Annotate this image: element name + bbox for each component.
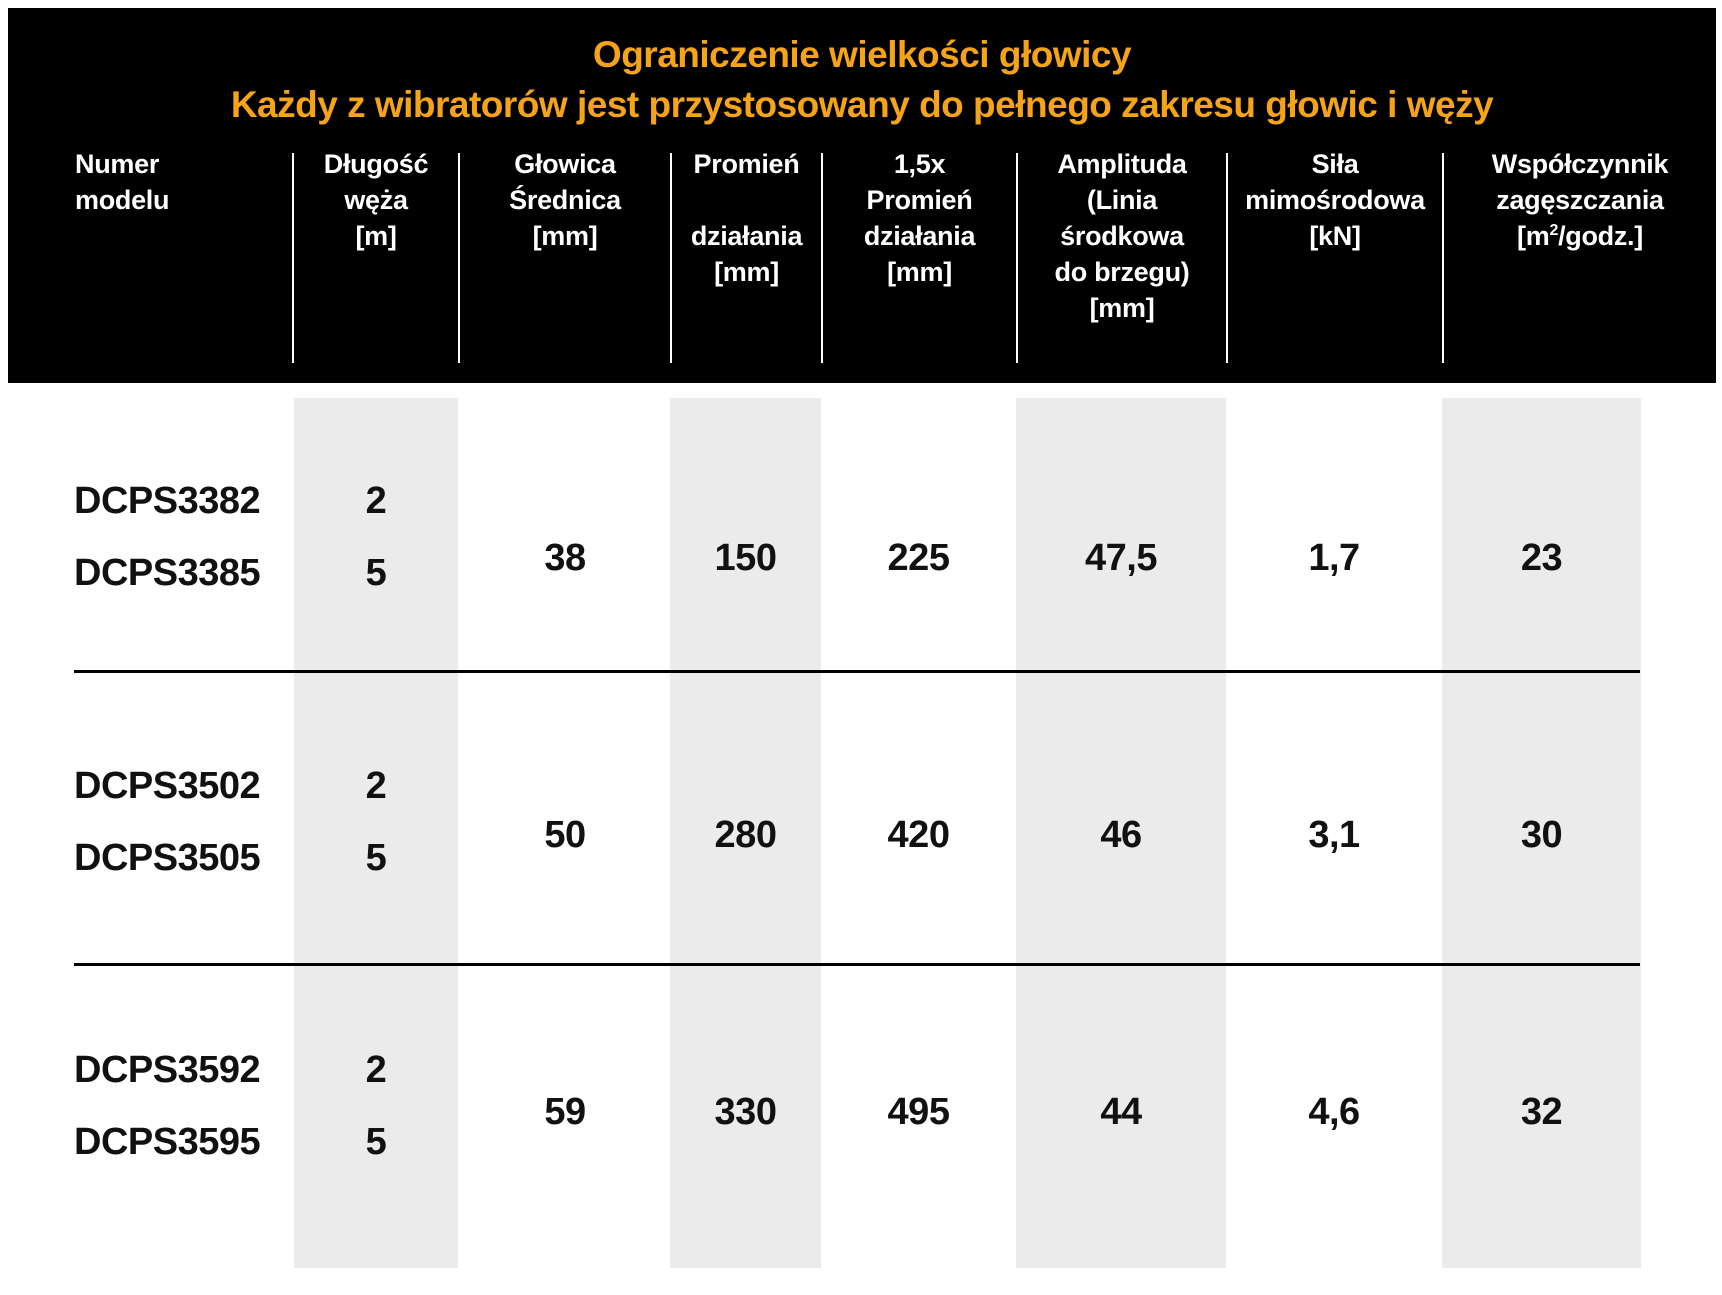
row-separator bbox=[74, 670, 1640, 673]
col-header-hose-length: Długość węża [m] bbox=[323, 149, 429, 251]
model-cell: DCPS3385 bbox=[74, 552, 261, 594]
amplitude-cell: 46 bbox=[1100, 814, 1142, 856]
radius-1-5x-cell: 495 bbox=[887, 1091, 950, 1133]
title-line-2: Każdy z wibratorów jest przystosowany do… bbox=[230, 84, 1494, 125]
table-title: Ograniczenie wielkości głowicy Każdy z w… bbox=[8, 30, 1716, 130]
col-header-force: Siła mimośrodowa [kN] bbox=[1245, 149, 1425, 251]
column-shade bbox=[1442, 398, 1641, 1268]
column-divider bbox=[1016, 153, 1018, 363]
column-shade bbox=[1016, 398, 1226, 1268]
column-divider bbox=[1226, 153, 1228, 363]
radius-cell: 150 bbox=[714, 537, 777, 579]
column-divider bbox=[458, 153, 460, 363]
col-header-model: Numer modelu bbox=[75, 149, 170, 215]
compaction-cell: 23 bbox=[1520, 537, 1563, 579]
column-divider bbox=[292, 153, 294, 363]
hose-length-cell: 2 bbox=[365, 765, 387, 807]
column-divider bbox=[1442, 153, 1444, 363]
column-shade bbox=[294, 398, 458, 1268]
col-header-compaction: Współczynnik zagęszczania [m2/godz.] bbox=[1491, 149, 1669, 251]
hose-length-cell: 2 bbox=[365, 1049, 387, 1091]
force-cell: 3,1 bbox=[1308, 814, 1360, 856]
row-separator bbox=[74, 963, 1640, 966]
model-cell: DCPS3592 bbox=[74, 1049, 261, 1091]
radius-1-5x-cell: 225 bbox=[887, 537, 950, 579]
radius-1-5x-cell: 420 bbox=[887, 814, 950, 856]
hose-length-cell: 5 bbox=[365, 552, 387, 594]
hose-length-cell: 5 bbox=[365, 1121, 387, 1163]
diameter-cell: 59 bbox=[544, 1091, 586, 1133]
col-header-radius-1-5x: 1,5x Promień działania [mm] bbox=[863, 149, 976, 287]
radius-cell: 280 bbox=[714, 814, 777, 856]
model-cell: DCPS3595 bbox=[74, 1121, 261, 1163]
col-header-head-diameter: Głowica Średnica [mm] bbox=[509, 149, 621, 251]
col-header-radius: Promień działania [mm] bbox=[690, 149, 803, 287]
column-shade bbox=[670, 398, 821, 1268]
column-divider bbox=[670, 153, 672, 363]
column-divider bbox=[821, 153, 823, 363]
model-cell: DCPS3502 bbox=[74, 765, 261, 807]
table-header: Ograniczenie wielkości głowicy Każdy z w… bbox=[8, 8, 1716, 383]
amplitude-cell: 47,5 bbox=[1085, 537, 1157, 579]
compaction-cell: 30 bbox=[1520, 814, 1563, 856]
model-cell: DCPS3505 bbox=[74, 837, 261, 879]
model-cell: DCPS3382 bbox=[74, 480, 261, 522]
amplitude-cell: 44 bbox=[1100, 1091, 1142, 1133]
col-header-amplitude: Amplituda (Linia środkowa do brzegu) [mm… bbox=[1054, 149, 1190, 323]
force-cell: 1,7 bbox=[1308, 537, 1360, 579]
compaction-cell: 32 bbox=[1520, 1091, 1563, 1133]
diameter-cell: 38 bbox=[544, 537, 586, 579]
diameter-cell: 50 bbox=[544, 814, 586, 856]
hose-length-cell: 5 bbox=[365, 837, 387, 879]
hose-length-cell: 2 bbox=[365, 480, 387, 522]
title-line-1: Ograniczenie wielkości głowicy bbox=[592, 34, 1132, 75]
force-cell: 4,6 bbox=[1308, 1091, 1360, 1133]
radius-cell: 330 bbox=[714, 1091, 777, 1133]
